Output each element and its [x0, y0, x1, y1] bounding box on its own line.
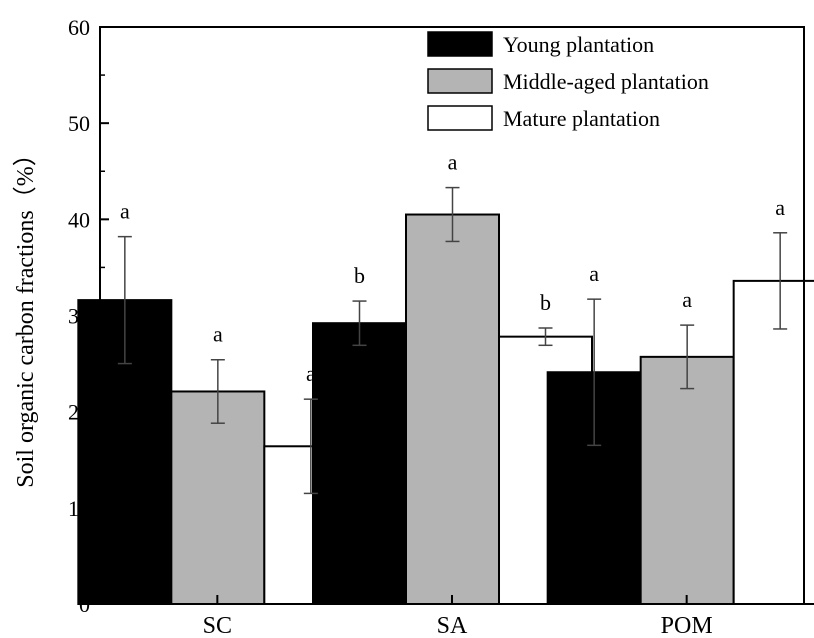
legend-swatch — [427, 68, 493, 94]
significance-letter: a — [589, 261, 599, 286]
significance-letter: a — [682, 287, 692, 312]
legend-label: Middle-aged plantation — [503, 69, 709, 94]
bar — [732, 279, 814, 605]
y-tick-label: 40 — [68, 207, 90, 232]
legend-swatch — [427, 31, 493, 57]
bar — [170, 390, 266, 606]
error-bars-layer — [117, 186, 788, 495]
legend-swatch — [427, 105, 493, 131]
y-tick-label: 60 — [68, 15, 90, 40]
y-tick-label: 30 — [68, 304, 90, 329]
significance-letters-layer: a a a b a b a a a — [120, 150, 785, 387]
y-tick-label: 0 — [79, 592, 90, 617]
significance-letter: b — [354, 263, 365, 288]
x-axis-ticks: SC SA POM — [203, 595, 713, 638]
legend: Young plantation Middle-aged plantation Ma… — [427, 31, 709, 131]
significance-letter: a — [213, 322, 223, 347]
y-tick-label: 10 — [68, 496, 90, 521]
significance-letter: a — [306, 361, 316, 386]
x-tick-label: SA — [437, 613, 468, 638]
legend-label: Young plantation — [503, 32, 654, 57]
legend-label: Mature plantation — [503, 106, 660, 131]
bar — [405, 213, 500, 605]
bar — [312, 322, 407, 605]
significance-letter: a — [120, 199, 130, 224]
bar — [639, 355, 735, 605]
bars-layer — [77, 213, 814, 606]
y-axis-ticks: 0 10 20 30 40 50 60 — [68, 15, 109, 617]
significance-letter: a — [775, 195, 785, 220]
y-tick-label: 20 — [68, 400, 90, 425]
x-tick-label: POM — [661, 613, 713, 638]
significance-letter: a — [448, 150, 458, 175]
x-tick-label: SC — [203, 613, 232, 638]
significance-letter: b — [540, 290, 551, 315]
y-axis-label: Soil organic carbon fractions（%） — [13, 142, 39, 487]
y-tick-label: 50 — [68, 111, 90, 136]
